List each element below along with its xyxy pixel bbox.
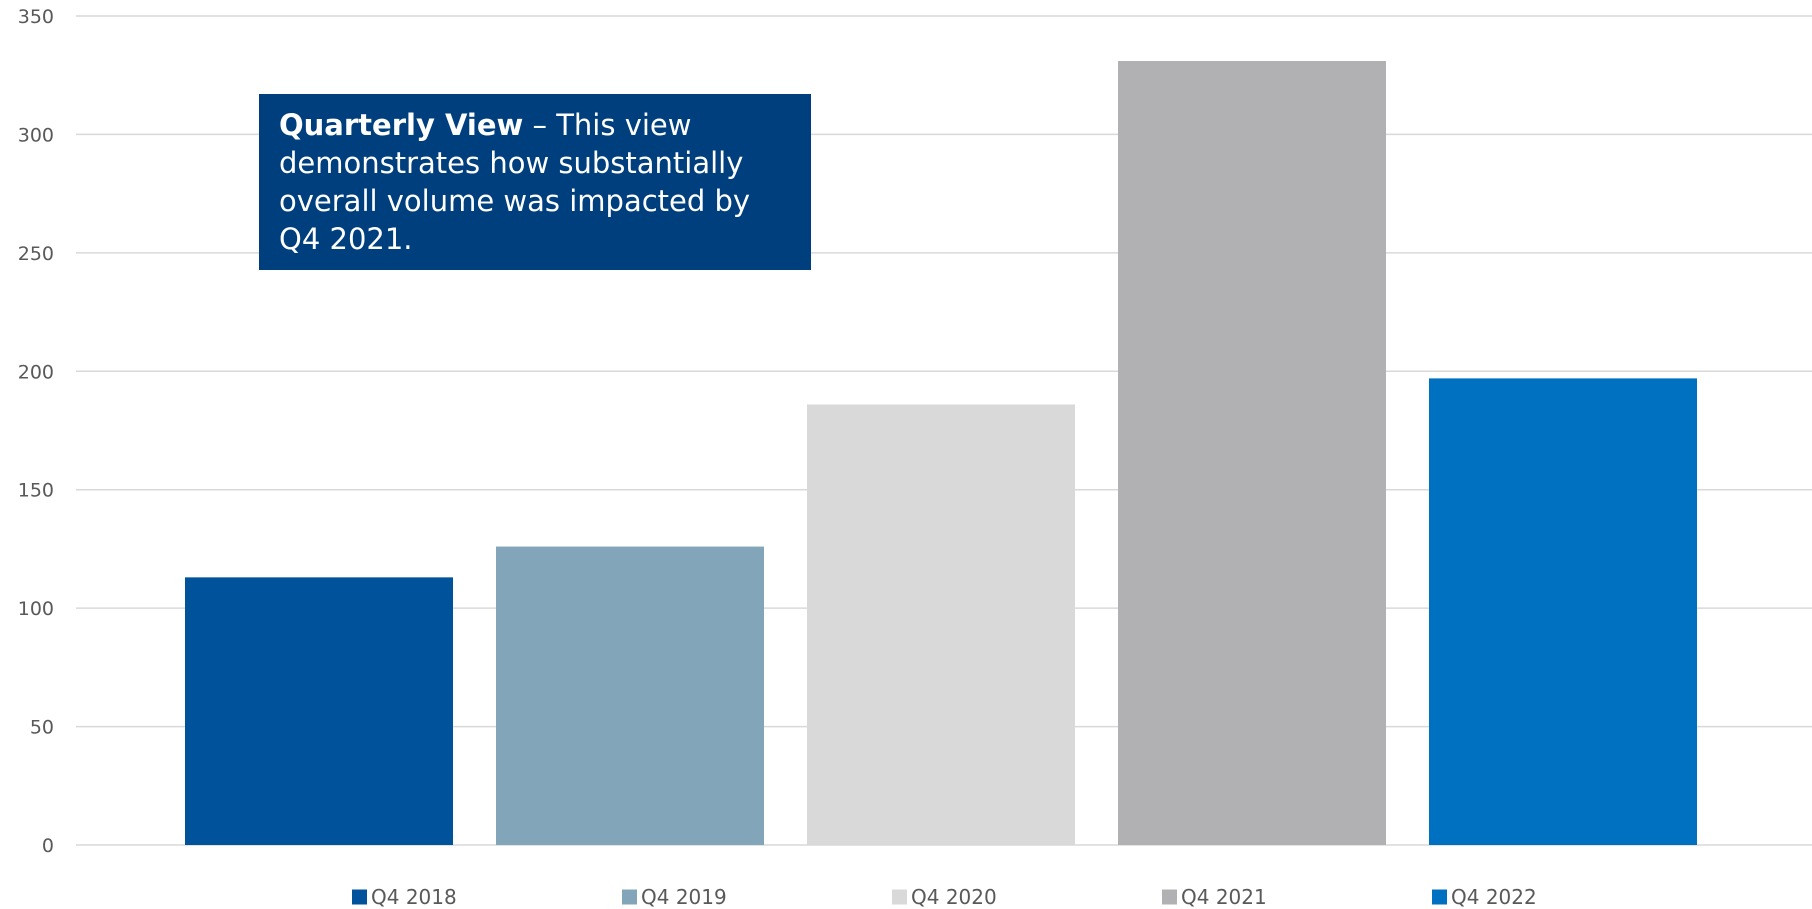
legend-label: Q4 2021 [1181, 885, 1267, 909]
y-tick-label: 0 [42, 835, 54, 857]
bars [185, 61, 1697, 845]
bar-q4-2018 [185, 577, 453, 845]
y-tick-label: 100 [18, 598, 54, 620]
legend-swatch [1432, 889, 1447, 905]
bar-q4-2019 [496, 546, 764, 845]
bar-q4-2021 [1118, 61, 1386, 845]
y-tick-label: 250 [18, 243, 54, 265]
y-tick-label: 150 [18, 480, 54, 502]
legend-swatch [352, 889, 367, 905]
bar-q4-2022 [1429, 378, 1697, 845]
annotation-text: – This view demonstrates how substantial… [279, 108, 751, 256]
legend-swatch [1162, 889, 1177, 905]
y-tick-label: 50 [30, 717, 54, 739]
y-tick-label: 350 [18, 6, 54, 28]
bar-q4-2020 [807, 404, 1075, 845]
annotation-bold-text: Quarterly View [279, 108, 524, 142]
legend-label: Q4 2018 [371, 885, 457, 909]
y-axis-tick-labels: 0 50 100 150 200 250 300 350 [18, 6, 54, 857]
legend-label: Q4 2022 [1451, 885, 1537, 909]
legend: Q4 2018 Q4 2019 Q4 2020 Q4 2021 Q4 2022 [352, 885, 1537, 909]
y-tick-label: 200 [18, 361, 54, 383]
legend-label: Q4 2019 [641, 885, 727, 909]
legend-label: Q4 2020 [911, 885, 997, 909]
legend-swatch [892, 889, 907, 905]
legend-swatch [622, 889, 637, 905]
y-tick-label: 300 [18, 124, 54, 146]
annotation-box: Quarterly View – This view demonstrates … [259, 94, 811, 270]
